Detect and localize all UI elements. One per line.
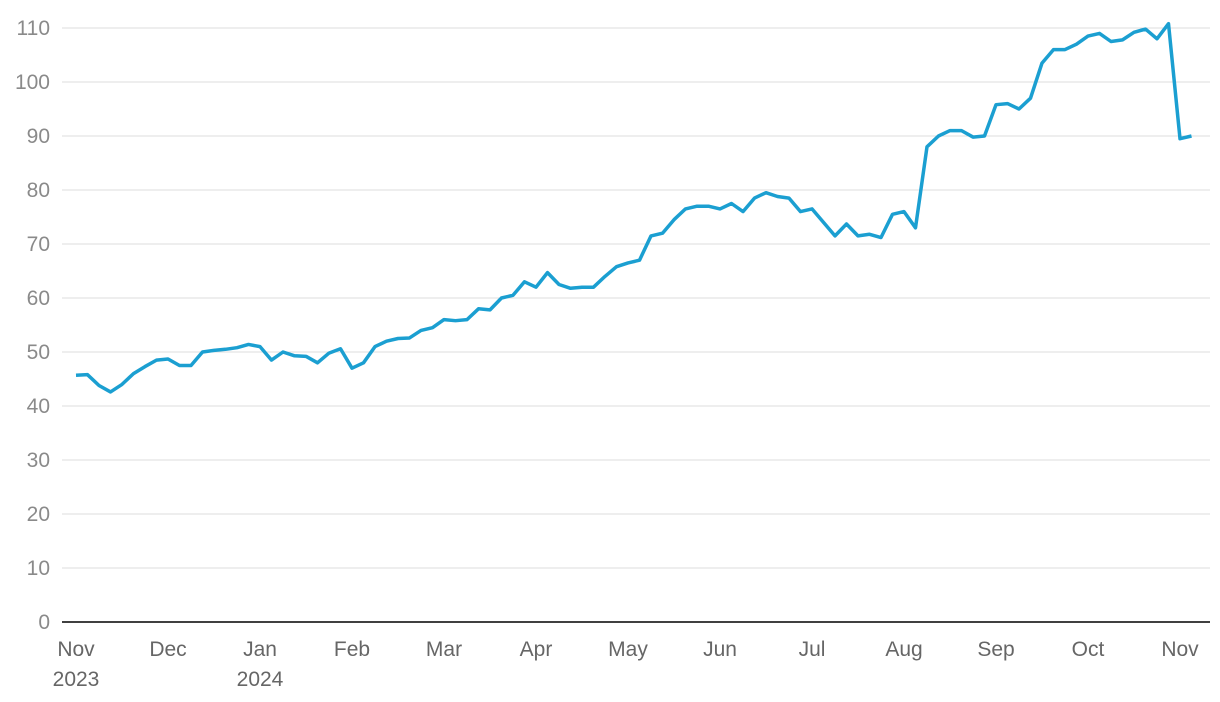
x-tick-label: Sep	[977, 638, 1014, 661]
y-tick-label: 0	[38, 611, 50, 634]
y-tick-label: 60	[27, 287, 50, 310]
x-tick-label: Apr	[520, 638, 553, 661]
y-tick-label: 80	[27, 179, 50, 202]
y-tick-label: 40	[27, 395, 50, 418]
x-tick-label: Nov 2023	[53, 638, 100, 691]
x-tick-label: Oct	[1072, 638, 1105, 661]
x-tick-label: Jan 2024	[237, 638, 284, 691]
x-tick-label: Aug	[885, 638, 922, 661]
y-tick-label: 10	[27, 557, 50, 580]
x-tick-label: Dec	[149, 638, 186, 661]
y-tick-label: 110	[17, 17, 50, 40]
x-tick-label: Jul	[799, 638, 826, 661]
y-tick-label: 30	[27, 449, 50, 472]
y-tick-label: 90	[27, 125, 50, 148]
y-tick-label: 70	[27, 233, 50, 256]
y-tick-label: 50	[27, 341, 50, 364]
x-tick-label: Feb	[334, 638, 370, 661]
x-tick-label: May	[608, 638, 648, 661]
x-tick-label: Nov	[1161, 638, 1199, 661]
y-tick-label: 100	[15, 71, 50, 94]
x-tick-label: Mar	[426, 638, 462, 661]
y-tick-label: 20	[27, 503, 50, 526]
x-tick-label: Jun	[703, 638, 737, 661]
line-series	[75, 21, 1192, 394]
